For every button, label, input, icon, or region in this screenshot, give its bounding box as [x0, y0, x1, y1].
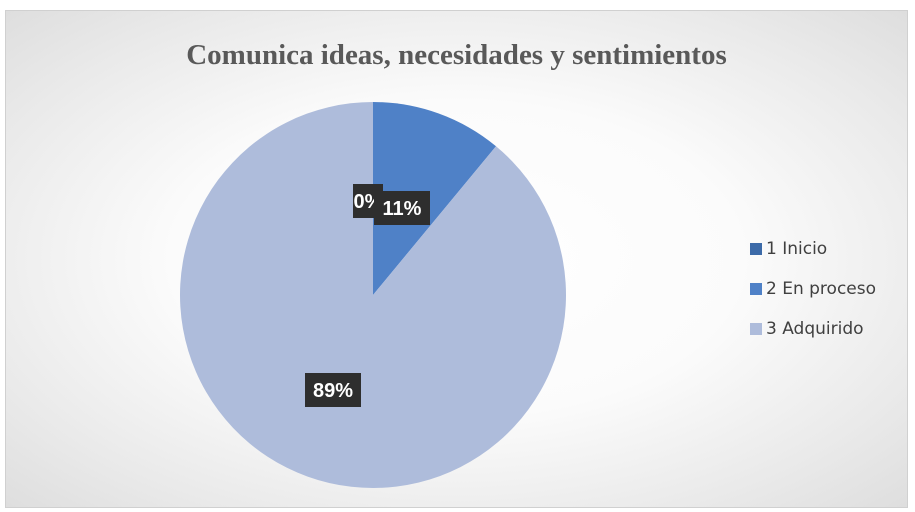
legend-label-inicio: 1 Inicio — [766, 238, 828, 259]
legend-item-adquirido: 3 Adquirido — [750, 317, 876, 340]
legend-item-en-proceso: 2 En proceso — [750, 277, 876, 300]
chart-title: Comunica ideas, necesidades y sentimient… — [186, 39, 727, 71]
chart-area: Comunica ideas, necesidades y sentimient… — [5, 10, 908, 508]
data-label-en-proceso: 11% — [374, 191, 430, 225]
data-label-text-adquirido: 89% — [313, 380, 353, 402]
legend-swatch-en-proceso — [750, 282, 762, 295]
pie-slice-en-proceso — [373, 102, 497, 295]
data-label-adquirido: 89% — [305, 373, 361, 407]
legend-item-inicio: 1 Inicio — [750, 237, 876, 260]
legend-swatch-inicio — [750, 242, 762, 255]
data-label-text-en-proceso: 11% — [383, 198, 422, 220]
legend-swatch-adquirido — [750, 322, 762, 335]
legend: 1 Inicio 2 En proceso 3 Adquirido — [750, 237, 876, 357]
legend-label-en-proceso: 2 En proceso — [766, 278, 877, 299]
data-label-box-adquirido — [305, 373, 361, 407]
pie-slice-adquirido — [179, 102, 566, 488]
data-label-box-en-proceso — [374, 191, 430, 225]
legend-label-adquirido: 3 Adquirido — [766, 318, 864, 339]
pie-chart: 0% 11%89% — [179, 102, 566, 488]
